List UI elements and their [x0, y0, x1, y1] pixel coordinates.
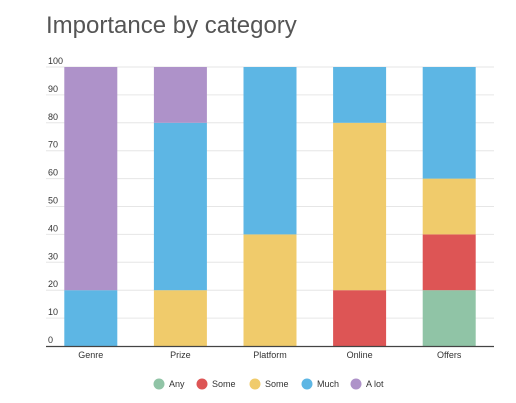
- legend-swatch: [153, 378, 165, 390]
- bar-segment-platform-much: [243, 67, 297, 235]
- bar-segment-offers-some: [422, 234, 476, 291]
- y-tick-label: 100: [48, 56, 63, 66]
- legend: Any Some Some Much A lot: [153, 378, 384, 390]
- bar-segment-offers-some: [422, 178, 476, 235]
- y-tick-label: 60: [48, 168, 58, 178]
- legend-swatch: [196, 378, 208, 390]
- y-tick-label: 20: [48, 279, 58, 289]
- legend-item: Some: [249, 378, 289, 390]
- y-tick-label: 10: [48, 307, 58, 317]
- legend-swatch: [249, 378, 261, 390]
- bar-segment-prize-much: [153, 122, 207, 291]
- x-tick-label: Genre: [78, 350, 103, 360]
- y-tick-label: 50: [48, 196, 58, 206]
- x-tick-label: Online: [347, 350, 373, 360]
- bar-segment-online-some: [333, 122, 387, 291]
- legend-label: Some: [212, 379, 236, 389]
- bar-segment-genre-much: [64, 290, 118, 346]
- bar-segment-offers-much: [422, 67, 476, 179]
- x-tick-label: Prize: [170, 350, 191, 360]
- bar-segment-online-some: [333, 290, 387, 346]
- y-tick-label: 0: [48, 335, 53, 345]
- y-tick-label: 70: [48, 140, 58, 150]
- y-tick-label: 30: [48, 251, 58, 261]
- legend-item: Much: [301, 378, 339, 390]
- x-tick-label: Offers: [437, 350, 462, 360]
- y-tick-label: 40: [48, 223, 58, 233]
- legend-label: A lot: [366, 379, 384, 389]
- y-tick-label: 90: [48, 84, 58, 94]
- bar-segment-prize-some: [153, 290, 207, 346]
- legend-label: Some: [265, 379, 289, 389]
- legend-item: Any: [153, 378, 185, 390]
- chart-title: Importance by category: [46, 12, 297, 39]
- bar-segment-platform-some: [243, 234, 297, 346]
- bar-segment-offers-any: [422, 290, 476, 346]
- bar-segment-genre-a-lot: [64, 67, 118, 291]
- y-tick-label: 80: [48, 112, 58, 122]
- legend-swatch: [301, 378, 313, 390]
- y-axis-ticks: 0 10 20 30 40 50 60 70 80 90 100: [48, 56, 63, 345]
- x-axis: Genre Prize Platform Online Offers: [46, 345, 494, 360]
- legend-label: Much: [317, 379, 339, 389]
- legend-swatch: [350, 378, 362, 390]
- legend-label: Any: [169, 379, 185, 389]
- legend-item: A lot: [350, 378, 384, 390]
- bar-segment-online-much: [333, 67, 387, 123]
- bars: [64, 67, 476, 346]
- bar-segment-prize-a-lot: [153, 67, 207, 123]
- x-tick-label: Platform: [253, 350, 287, 360]
- legend-item: Some: [196, 378, 236, 390]
